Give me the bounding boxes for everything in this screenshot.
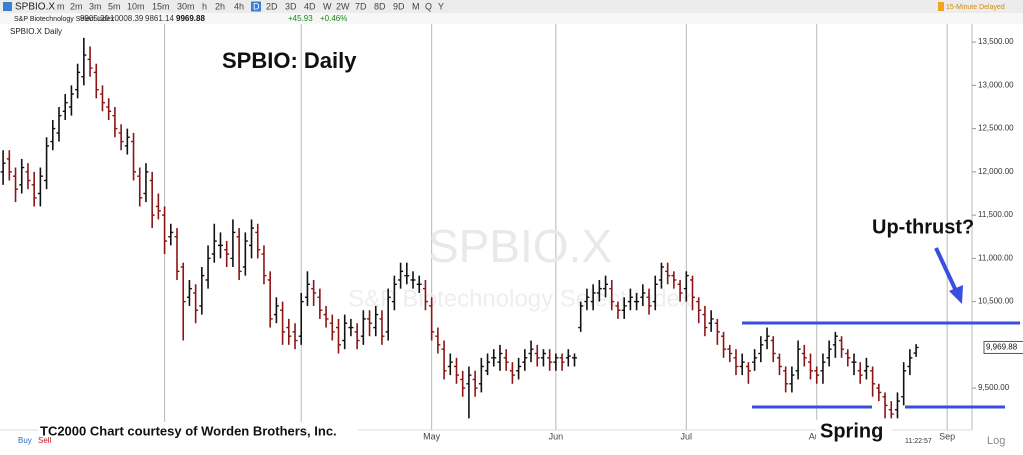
x-tick-label: Sep [939,431,955,441]
x-tick-label: May [423,431,441,441]
timeframe[interactable]: Q [425,1,432,11]
timeframe[interactable]: m [57,1,65,11]
change: +45.93 [288,14,313,23]
y-tick-label: 11,000.00 [978,253,1014,262]
credit: TC2000 Chart courtesy of Worden Brothers… [40,423,337,438]
timeframe[interactable]: 3D [285,1,297,11]
timeframe-active [251,1,261,12]
timeframe[interactable]: 2h [215,1,225,11]
y-tick-label: 13,000.00 [978,80,1014,89]
y-tick-label: 12,500.00 [978,124,1014,133]
timeframe[interactable]: 2W [336,1,350,11]
buy-button[interactable]: Buy [18,436,32,445]
sell-button[interactable]: Sell [38,436,52,445]
spring-label: Spring [820,420,883,442]
timeframe[interactable]: 8D [374,1,386,11]
y-tick-label: 10,500.00 [978,297,1014,306]
timeframe[interactable]: 2m [70,1,83,11]
timeframe[interactable]: 7D [355,1,367,11]
timeframe[interactable]: Y [438,1,444,11]
symbol-icon [3,2,12,11]
timeframe[interactable]: 5m [108,1,121,11]
change-pct: +0.46% [320,14,347,23]
price-bars [0,37,919,419]
timeframe[interactable]: 15m [152,1,170,11]
last-price-flag [983,340,1023,354]
x-tick-label: Jul [681,431,693,441]
quote-bar [0,13,1023,24]
x-tick-label: Jun [549,431,564,441]
y-tick-label: 9,500.00 [978,383,1010,392]
y-tick-label: 11,500.00 [978,210,1014,219]
timeframe[interactable]: 30m [177,1,195,11]
timeframe[interactable]: 4h [234,1,244,11]
chart-title: SPBIO: Daily [222,48,357,73]
timeframe[interactable]: h [202,1,207,11]
timeframe[interactable]: 10m [127,1,145,11]
timeframe[interactable]: D [253,1,260,11]
watermark: SPBIO.X [428,220,612,272]
price-axis: 9,500.00 10,500.00 11,000.00 11,500.00 12,00… [972,37,1023,392]
symbol[interactable]: SPBIO.X [15,2,55,13]
y-tick-label: 12,000.00 [978,167,1014,176]
arrow-head [949,285,963,304]
quote-value: 9861.14 [145,14,174,23]
index-name: S&P Biotechnology Select Index [14,16,115,23]
clock: 11:22:57 [905,438,932,445]
timeframe-group: m 2m 3m 5m 10m 15m 30m h 2h 4h D 2D 3D 4D W 2W 7D 8D 9D M Q Y [57,1,444,12]
timeframe[interactable]: 2D [266,1,278,11]
log-toggle[interactable]: Log [987,435,1005,447]
upthrust-label: Up-thrust? [872,216,974,238]
arrow-shaft [934,247,959,294]
timeframe[interactable]: 3m [89,1,102,11]
quote-value: 9969.88 [176,14,205,23]
watermark-sub: S&P Biotechnology Select Index [348,285,692,312]
y-tick-label: 13,500.00 [978,37,1014,46]
timeframe[interactable]: 4D [304,1,316,11]
delay-icon [938,2,944,11]
quote-value: 10008.39 [110,14,144,23]
delay-label: 15-Minute Delayed [946,4,1005,11]
timeframe[interactable]: W [323,1,332,11]
last-price-label: 9,969.88 [986,343,1018,352]
timeframe[interactable]: M [412,1,420,11]
quote-value: 9905.20 [80,14,109,23]
quote-values: 9905.20 10008.39 9861.14 9969.88 [80,14,205,23]
label-bg [816,420,892,444]
timeframe[interactable]: 9D [393,1,405,11]
label-bg [38,422,358,442]
chart-label[interactable]: SPBIO.X Daily [10,27,62,36]
